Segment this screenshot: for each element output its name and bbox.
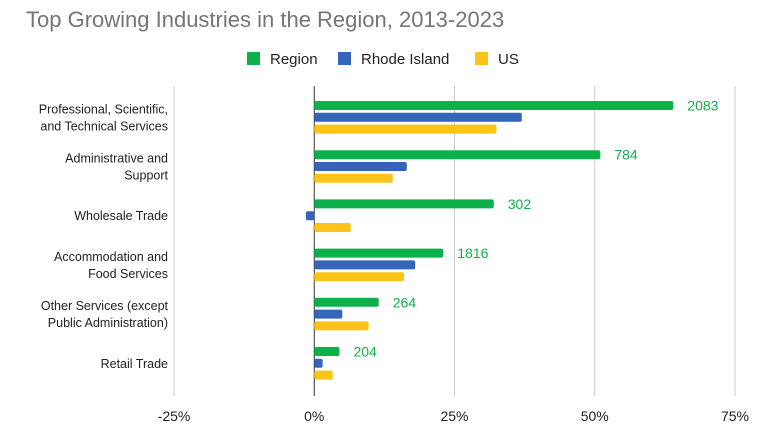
legend-swatch-2 — [475, 52, 488, 65]
x-axis-tick-labels: -25% 0% 25% 50% 75% — [158, 408, 749, 424]
x-tick-label-2: 25% — [440, 408, 468, 424]
legend-label-2: US — [498, 51, 519, 68]
bar-us-3 — [314, 272, 405, 282]
legend-label-0: Region — [270, 51, 318, 68]
data-label-1: 784 — [614, 147, 638, 163]
data-label-3: 1816 — [457, 245, 488, 261]
category-labels: Professional, Scientific, and Technical S… — [39, 102, 169, 371]
bar-region-4 — [314, 297, 379, 307]
bar-rhode-island-2 — [305, 211, 315, 221]
bar-region-1 — [314, 150, 601, 160]
data-label-2: 302 — [508, 196, 532, 212]
bar-us-1 — [314, 173, 393, 183]
category-label-3: Accommodation and Food Services — [54, 250, 168, 281]
bars — [305, 101, 674, 380]
category-label-2: Wholesale Trade — [74, 209, 168, 223]
legend-label-1: Rhode Island — [361, 51, 449, 68]
bar-rhode-island-0 — [314, 112, 522, 122]
bar-region-0 — [314, 101, 674, 110]
bar-us-2 — [314, 223, 351, 232]
data-label-5: 204 — [353, 344, 377, 360]
category-label-4: Other Services (except Public Administrat… — [41, 299, 169, 330]
bar-us-4 — [314, 321, 369, 331]
category-label-1: Administrative and Support — [65, 152, 168, 183]
bar-region-5 — [314, 347, 340, 356]
x-tick-label-1: 0% — [304, 408, 324, 424]
bar-rhode-island-5 — [314, 358, 323, 368]
bar-us-0 — [314, 124, 497, 134]
x-tick-label-4: 75% — [721, 408, 749, 424]
data-labels: 2083 784 302 1816 264 204 — [353, 98, 718, 360]
bar-region-3 — [314, 248, 444, 258]
chart-title: Top Growing Industries in the Region, 20… — [26, 7, 504, 32]
bar-us-5 — [314, 370, 333, 380]
legend-swatch-0 — [247, 52, 260, 65]
bar-rhode-island-4 — [314, 309, 343, 319]
category-label-0: Professional, Scientific, and Technical S… — [39, 102, 168, 133]
data-label-4: 264 — [393, 294, 417, 310]
legend-swatch-1 — [338, 52, 351, 65]
category-label-5: Retail Trade — [101, 357, 168, 371]
data-label-0: 2083 — [687, 98, 718, 114]
x-tick-label-3: 50% — [581, 408, 609, 424]
legend: Region Rhode Island US — [247, 51, 519, 68]
bar-region-2 — [314, 199, 494, 209]
grid-lines — [173, 86, 736, 396]
bar-rhode-island-3 — [314, 260, 416, 270]
x-tick-label-0: -25% — [158, 408, 191, 424]
bar-rhode-island-1 — [314, 162, 407, 171]
